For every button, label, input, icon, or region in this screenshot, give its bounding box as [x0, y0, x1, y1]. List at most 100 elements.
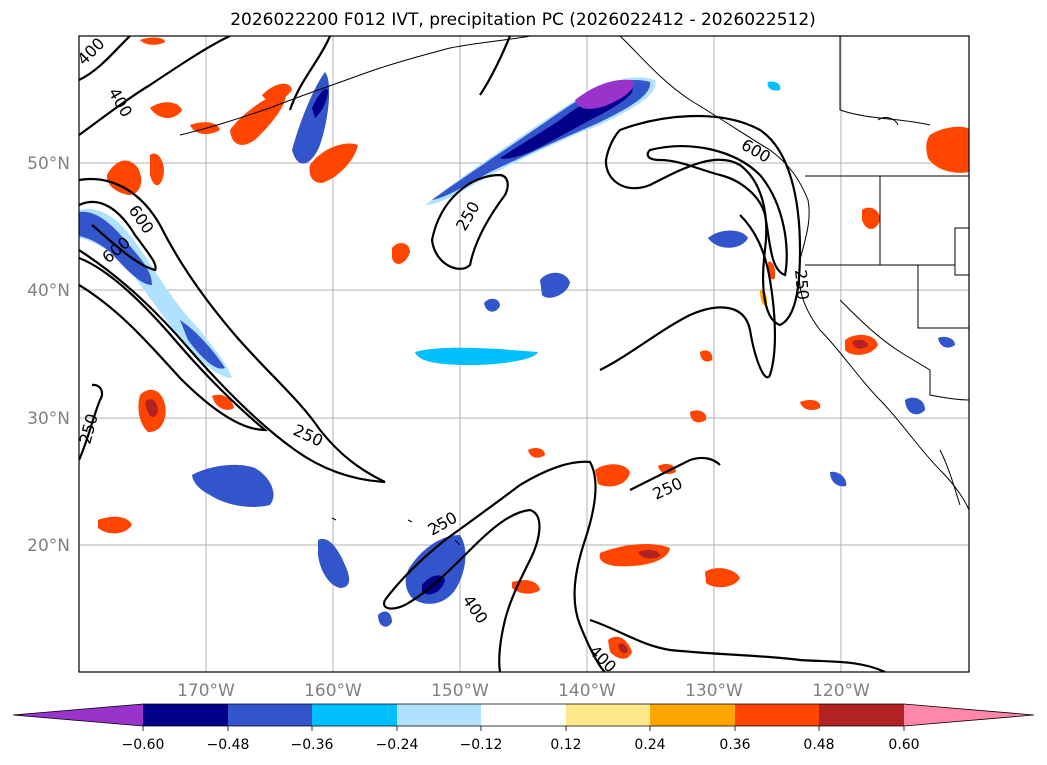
colorbar-segment [481, 704, 566, 726]
colorbar-segment [735, 704, 819, 726]
precip-patch [392, 243, 410, 264]
precip-patch [830, 471, 847, 487]
lon-label-170w: 170°W [177, 681, 235, 701]
precip-patch [638, 549, 660, 559]
precip-patch [690, 410, 707, 423]
north-america-coast [619, 36, 969, 511]
positive-precip-patches [98, 37, 969, 659]
colorbar-label: −0.36 [291, 737, 334, 753]
precip-patch [905, 397, 925, 415]
coast-detail [877, 117, 899, 126]
colorbar-segment [228, 704, 312, 726]
colorbar-label: 0.60 [888, 737, 919, 753]
ivt-contour-north-1 [288, 36, 332, 111]
precip-patch [595, 464, 630, 487]
ivt-contour-400-southeast [589, 618, 886, 672]
ivt-contour-250-ne [604, 114, 802, 327]
ivt-contour-250-sw [79, 383, 104, 461]
map-frame [78, 35, 970, 673]
precip-patch [767, 81, 781, 91]
hawaiian-islands [331, 517, 461, 546]
precip-patch [378, 611, 392, 627]
lon-label-120w: 120°W [812, 681, 870, 701]
ivt-contour-600-west [79, 200, 157, 272]
precip-patch [599, 543, 670, 567]
precip-patch [192, 464, 274, 507]
precip-patch [145, 399, 158, 418]
precip-patch [312, 88, 328, 118]
colorbar-label: 0.48 [803, 737, 834, 753]
precip-patch [938, 336, 955, 348]
baja-coast [939, 449, 961, 506]
colorbar-segment [819, 704, 904, 726]
coastlines [179, 36, 969, 546]
precip-patch [150, 153, 164, 186]
colorbar-label: −0.48 [207, 737, 250, 753]
state-border [839, 299, 969, 401]
colorbar-ticks [142, 726, 905, 731]
colorbar-segment [650, 704, 735, 726]
colorbar-label: 0.12 [550, 737, 581, 753]
precip-patch [800, 400, 821, 410]
colorbar-extension-high [904, 704, 1034, 726]
lon-label-160w: 160°W [304, 681, 362, 701]
lat-label-40n: 40°N [27, 281, 70, 301]
colorbar-label: −0.24 [376, 737, 419, 753]
lat-label-30n: 30°N [27, 409, 70, 429]
precip-patch [484, 298, 500, 312]
lon-label-140w: 140°W [558, 681, 616, 701]
precip-patch [150, 102, 182, 118]
figure-title: 2026022200 F012 IVT, precipitation PC (2… [230, 10, 816, 30]
ivt-contour-400-nw2 [79, 36, 231, 136]
state-border [917, 265, 969, 329]
precip-patch [309, 143, 358, 183]
precip-patch [180, 320, 225, 369]
aleutian-alaska-coast [179, 36, 531, 136]
colorbar: −0.60 −0.48 −0.36 −0.24 −0.12 0.12 0.24 … [12, 703, 1035, 753]
colorbar-segment [143, 704, 228, 726]
negative-precip-patches [79, 72, 955, 627]
ivt-contour-250-south [384, 460, 606, 672]
precip-patch [262, 83, 292, 102]
precip-patch [528, 447, 545, 458]
precip-patch [575, 79, 634, 109]
precip-patch [230, 90, 286, 145]
precip-patch [98, 516, 132, 534]
colorbar-label: 0.24 [634, 737, 665, 753]
precip-patch [140, 37, 165, 45]
ivt-contour-250-gulf [430, 173, 509, 270]
ivt-contour-400-west [79, 256, 269, 432]
map-content: 400 400 600 600 250 250 250 250 250 250 … [76, 36, 969, 672]
precip-patch [618, 643, 628, 654]
state-border [954, 227, 969, 276]
contour-label: 250 [791, 269, 813, 301]
contour-label: 250 [76, 412, 102, 446]
lat-label-50n: 50°N [27, 154, 70, 174]
colorbar-label: −0.60 [122, 737, 165, 753]
ivt-contour-250-central [599, 214, 776, 379]
precip-patch [405, 535, 466, 604]
precip-patch [705, 568, 740, 588]
ivt-contour-250-east [629, 456, 721, 491]
colorbar-label: 0.36 [719, 737, 750, 753]
precip-patch [658, 464, 676, 474]
lat-labels: 50°N 40°N 30°N 20°N [27, 154, 70, 556]
colorbar-extension-low [13, 704, 143, 726]
lon-labels: 170°W 160°W 150°W 140°W 130°W 120°W [177, 681, 870, 701]
ivt-contour-north-2 [479, 36, 512, 96]
colorbar-segment [397, 704, 481, 726]
colorbar-segment [566, 704, 650, 726]
precip-patch [852, 339, 868, 349]
ivt-contour-400-nw [79, 36, 131, 81]
precip-patch [540, 272, 570, 298]
precip-patch [415, 347, 538, 365]
precip-patch [926, 126, 969, 173]
ivt-contour-labels: 400 400 600 600 250 250 250 250 250 250 … [76, 36, 813, 672]
ivt-contour-600-ne [646, 145, 788, 277]
colorbar-label: −0.12 [460, 737, 503, 753]
ivt-contour-400-south [382, 508, 541, 672]
precip-patch [106, 160, 142, 195]
lon-label-150w: 150°W [431, 681, 489, 701]
ivt-contours [79, 36, 886, 672]
